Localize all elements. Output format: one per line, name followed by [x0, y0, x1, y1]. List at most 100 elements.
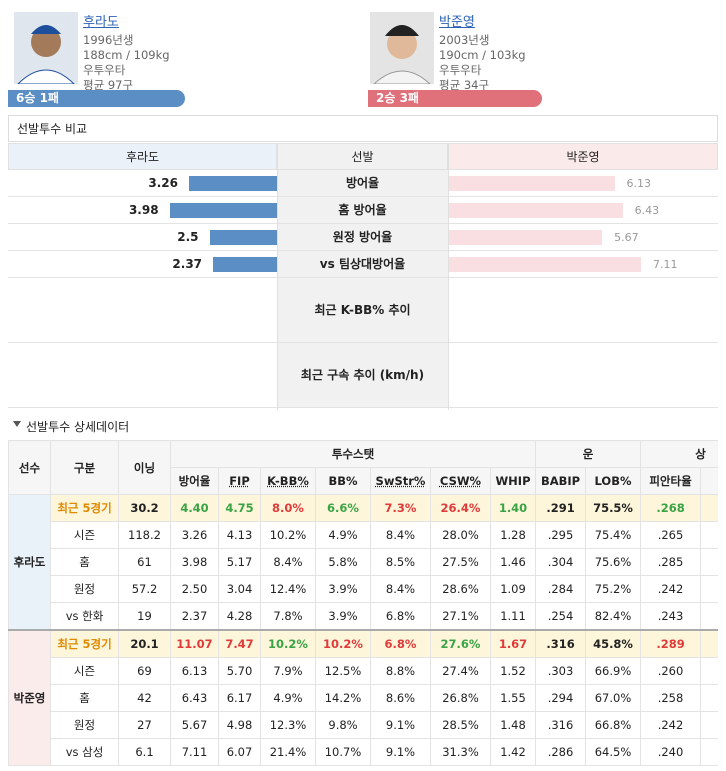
cut-cell — [700, 629, 718, 658]
column-header: K-BB% — [260, 467, 316, 495]
stat-cell: 67.0% — [585, 684, 642, 712]
bar — [209, 230, 277, 245]
split-cell: 원정 — [50, 711, 119, 739]
stat-cell: 12.5% — [315, 657, 371, 685]
data-row: 원정 57.2 2.50 3.04 12.4% 3.9% 8.4% 28.6% 1.09.284… — [9, 575, 718, 603]
bar — [169, 203, 277, 218]
stat-cell: 27.6% — [430, 629, 491, 658]
bar-value: 3.26 — [148, 176, 178, 190]
group-header: 운 — [535, 440, 642, 468]
stat-cell: 19 — [118, 602, 171, 631]
data-row: 시즌 118.2 3.26 4.13 10.2% 4.9% 8.4% 28.0% 1.28.29… — [9, 521, 718, 549]
stat-cell: 8.8% — [370, 657, 431, 685]
split-cell: 시즌 — [50, 657, 119, 685]
bar-value: 2.37 — [172, 257, 203, 271]
column-header: 방어율 — [170, 467, 219, 495]
stat-cell: 57.2 — [118, 575, 171, 603]
player-cell: 박준영 — [8, 629, 51, 766]
collapse-icon[interactable] — [12, 419, 22, 429]
split-cell: 최근 5경기 — [50, 629, 119, 658]
stat-cell: 7.11 — [170, 738, 219, 766]
stat-cell: 61 — [118, 548, 171, 576]
stat-cell: 12.4% — [260, 575, 316, 603]
stat-cell: 27.1% — [430, 602, 491, 631]
stat-cell: 1.28 — [489, 521, 537, 549]
stat-cell: 1.09 — [489, 575, 537, 603]
stat-cell: 42 — [118, 684, 171, 712]
stat-cell: 1.42 — [489, 738, 537, 766]
stat-cell: .304 — [535, 548, 587, 576]
player-info: 1996년생 — [83, 33, 134, 47]
trend-label: 최근 구속 추이 (km/h) — [300, 368, 425, 382]
player-photo — [14, 12, 78, 84]
cut-cell — [700, 684, 718, 712]
row-line — [8, 196, 718, 197]
stat-cell: .286 — [535, 738, 587, 766]
stat-cell: 2.50 — [170, 575, 219, 603]
split-cell: vs 한화 — [50, 602, 119, 631]
player-name[interactable]: 후라도 — [83, 15, 119, 30]
stat-cell: 45.8% — [585, 629, 642, 658]
data-row: 후라도 최근 5경기 30.2 4.40 4.75 8.0% 6.6% 7.3% 26.4% 1.… — [8, 494, 718, 631]
row-line — [8, 277, 718, 278]
stat-cell: 7.9% — [260, 657, 316, 685]
stat-cell: 75.6% — [585, 548, 642, 576]
detail-table: 선수 구분 이닝 투수스탯 운 상 방어율 FIP K-BB% BB% SwStr% CSW% WHIP… — [8, 440, 718, 766]
stat-cell: .254 — [535, 602, 587, 631]
row-line — [8, 223, 718, 224]
column-header: BB% — [315, 467, 371, 495]
bar — [449, 230, 603, 245]
stat-cell: 28.5% — [430, 711, 491, 739]
player-info: 평균 34구 — [439, 78, 490, 92]
stat-cell: 27.4% — [430, 657, 491, 685]
stat-cell: .284 — [535, 575, 587, 603]
stat-cell: 28.0% — [430, 521, 491, 549]
group-header: 이닝 — [118, 440, 171, 495]
data-row: 시즌 69 6.13 5.70 7.9% 12.5% 8.8% 27.4% 1.52.303 66… — [9, 657, 718, 685]
detail-table-wrap: 선수 구분 이닝 투수스탯 운 상 방어율 FIP K-BB% BB% SwStr% CSW% WHIP… — [8, 440, 718, 771]
player-name[interactable]: 박준영 — [439, 15, 475, 30]
data-row: 박준영 최근 5경기 20.1 11.07 7.47 10.2% 10.2% 6.8% 27.6… — [8, 629, 718, 766]
stat-cell: .316 — [535, 711, 587, 739]
data-row: 홈 61 3.98 5.17 8.4% 5.8% 8.5% 27.5% 1.46.304 75.6… — [9, 548, 718, 576]
cut-cell — [700, 575, 718, 603]
stat-cell: 4.75 — [218, 494, 261, 522]
stat-cell: 3.04 — [218, 575, 261, 603]
stat-cell: 6.07 — [218, 738, 261, 766]
column-header: BABIP — [535, 467, 587, 495]
trend-label: 최근 K-BB% 추이 — [314, 303, 411, 317]
stat-cell: 4.28 — [218, 602, 261, 631]
stat-cell: 28.6% — [430, 575, 491, 603]
row-line — [8, 407, 718, 408]
player-cell: 후라도 — [8, 494, 51, 631]
cut-cell — [700, 494, 718, 522]
stat-cell: .242 — [640, 711, 702, 739]
stat-cell: .260 — [640, 657, 702, 685]
player-info: 2003년생 — [439, 33, 490, 47]
stat-cell: .291 — [535, 494, 587, 522]
stat-cell: 27 — [118, 711, 171, 739]
stat-cell: 8.4% — [370, 575, 431, 603]
cut-cell — [700, 602, 718, 631]
stat-cell: 66.9% — [585, 657, 642, 685]
stat-cell: 75.4% — [585, 521, 642, 549]
stat-cell: 10.7% — [315, 738, 371, 766]
stat-cell: 11.07 — [170, 629, 219, 658]
column-header: 피안타율 — [640, 467, 702, 495]
group-header: 투수스탯 — [169, 440, 537, 468]
stat-cell: 75.2% — [585, 575, 642, 603]
stat-cell: 4.40 — [170, 494, 219, 522]
split-cell: vs 삼성 — [50, 738, 119, 766]
split-cell: 시즌 — [50, 521, 119, 549]
stat-cell: .295 — [535, 521, 587, 549]
divider — [448, 143, 449, 410]
row-label: 방어율 — [345, 176, 380, 190]
stat-cell: .268 — [640, 494, 702, 522]
stat-cell: .303 — [535, 657, 587, 685]
stat-cell: 10.2% — [260, 521, 316, 549]
data-row: vs 한화 19 2.37 4.28 7.8% 3.9% 6.8% 27.1% 1.11.254… — [9, 602, 718, 631]
stat-cell: 69 — [118, 657, 171, 685]
row-label: vs 팀상대방어율 — [319, 257, 406, 271]
stat-cell: 8.0% — [260, 494, 316, 522]
